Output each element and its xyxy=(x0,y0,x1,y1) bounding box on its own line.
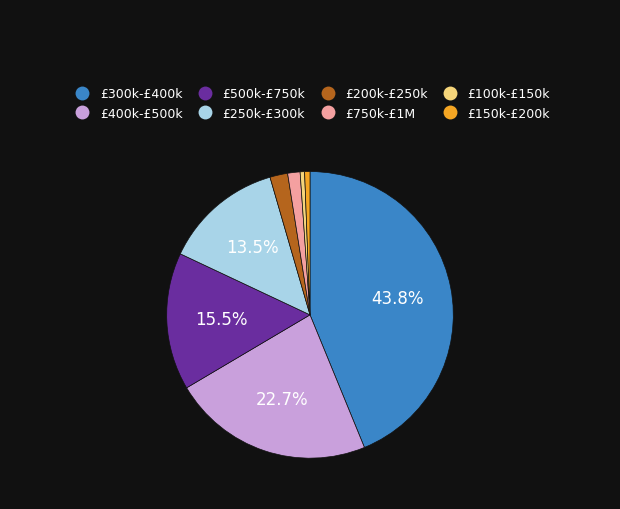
Wedge shape xyxy=(288,173,310,315)
Wedge shape xyxy=(180,178,310,315)
Wedge shape xyxy=(300,173,310,315)
Text: 13.5%: 13.5% xyxy=(226,239,278,257)
Text: 15.5%: 15.5% xyxy=(195,310,247,328)
Wedge shape xyxy=(310,172,453,447)
Wedge shape xyxy=(304,172,310,315)
Wedge shape xyxy=(187,315,365,458)
Wedge shape xyxy=(270,174,310,315)
Text: 22.7%: 22.7% xyxy=(255,390,308,408)
Text: 43.8%: 43.8% xyxy=(371,289,423,307)
Wedge shape xyxy=(167,254,310,388)
Legend: £300k-£400k, £400k-£500k, £500k-£750k, £250k-£300k, £200k-£250k, £750k-£1M, £100: £300k-£400k, £400k-£500k, £500k-£750k, £… xyxy=(64,82,556,127)
